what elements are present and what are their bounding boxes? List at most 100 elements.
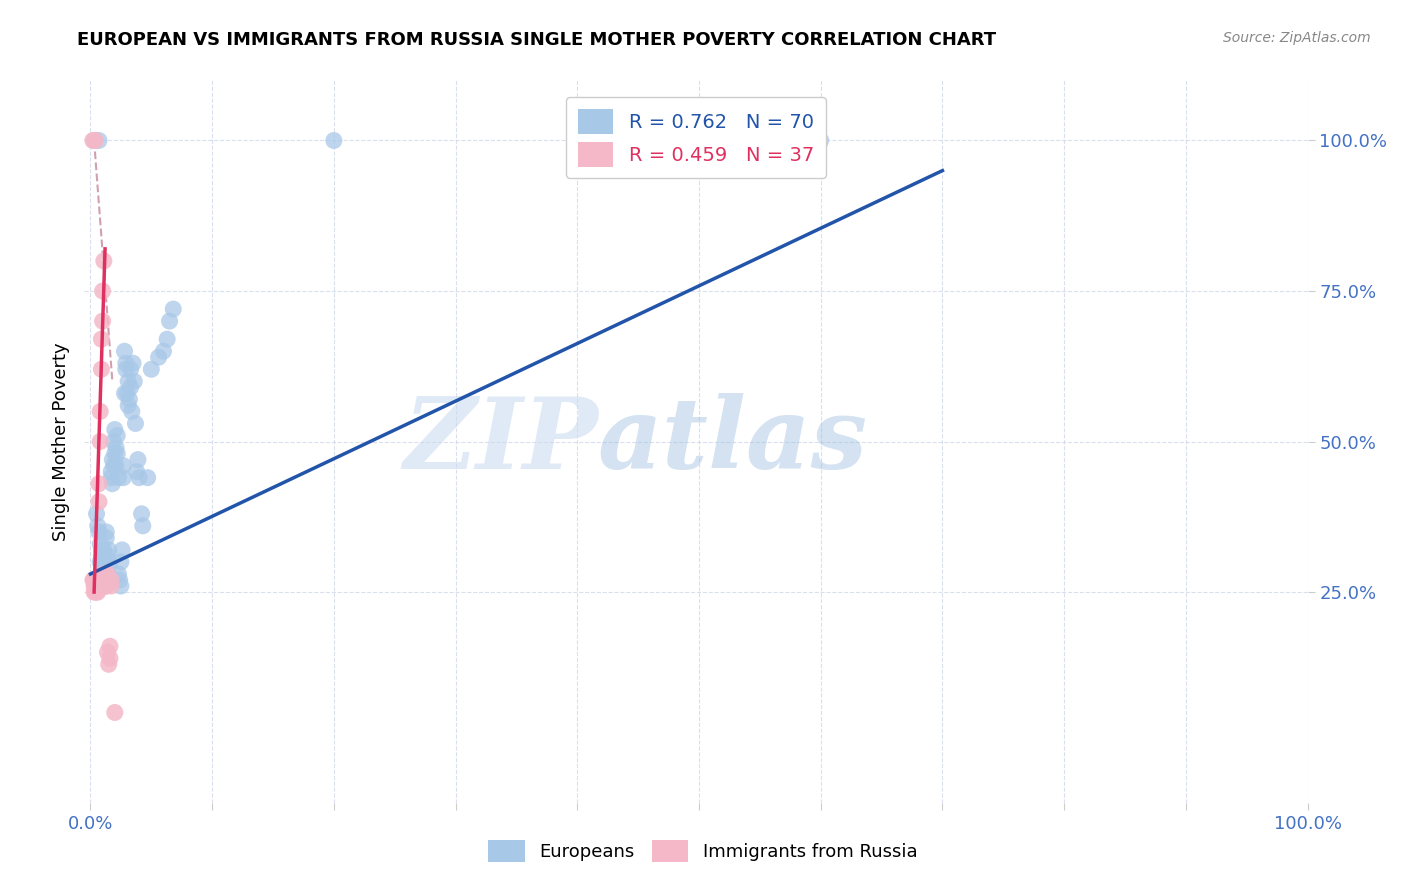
Legend: R = 0.762   N = 70, R = 0.459   N = 37: R = 0.762 N = 70, R = 0.459 N = 37 bbox=[567, 97, 825, 178]
Point bbox=[84, 585, 107, 599]
Point bbox=[131, 507, 153, 521]
Point bbox=[98, 555, 121, 569]
Point bbox=[100, 465, 122, 479]
Point bbox=[121, 404, 143, 418]
Point bbox=[91, 561, 114, 575]
Point bbox=[104, 706, 127, 720]
Point bbox=[110, 555, 132, 569]
Point bbox=[86, 585, 108, 599]
Point bbox=[107, 471, 129, 485]
Point bbox=[90, 332, 112, 346]
Legend: Europeans, Immigrants from Russia: Europeans, Immigrants from Russia bbox=[481, 833, 925, 870]
Point bbox=[89, 537, 111, 551]
Point bbox=[108, 573, 131, 587]
Point bbox=[87, 476, 110, 491]
Point bbox=[152, 344, 174, 359]
Point bbox=[91, 567, 114, 582]
Point bbox=[93, 253, 115, 268]
Point bbox=[96, 573, 118, 587]
Point bbox=[132, 519, 155, 533]
Point bbox=[111, 542, 134, 557]
Text: ZIP: ZIP bbox=[404, 393, 598, 490]
Point bbox=[93, 567, 115, 582]
Point bbox=[86, 573, 108, 587]
Point bbox=[114, 356, 136, 370]
Point bbox=[110, 579, 132, 593]
Point bbox=[148, 350, 170, 364]
Point bbox=[112, 471, 135, 485]
Point bbox=[114, 362, 136, 376]
Point bbox=[83, 133, 105, 147]
Point bbox=[105, 458, 128, 473]
Text: atlas: atlas bbox=[598, 393, 868, 490]
Point bbox=[105, 441, 128, 455]
Point bbox=[104, 423, 127, 437]
Point bbox=[87, 579, 110, 593]
Point bbox=[122, 356, 145, 370]
Point bbox=[322, 133, 344, 147]
Point bbox=[159, 314, 181, 328]
Point bbox=[96, 549, 118, 563]
Point bbox=[117, 375, 139, 389]
Point bbox=[97, 657, 120, 672]
Point bbox=[122, 375, 145, 389]
Point bbox=[87, 133, 110, 147]
Point bbox=[97, 567, 120, 582]
Point bbox=[90, 362, 112, 376]
Point bbox=[97, 542, 120, 557]
Point bbox=[810, 133, 832, 147]
Point bbox=[90, 542, 112, 557]
Point bbox=[162, 301, 184, 317]
Point bbox=[100, 573, 122, 587]
Text: EUROPEAN VS IMMIGRANTS FROM RUSSIA SINGLE MOTHER POVERTY CORRELATION CHART: EUROPEAN VS IMMIGRANTS FROM RUSSIA SINGL… bbox=[77, 31, 997, 49]
Point bbox=[114, 344, 136, 359]
Text: Source: ZipAtlas.com: Source: ZipAtlas.com bbox=[1223, 31, 1371, 45]
Point bbox=[87, 585, 110, 599]
Point bbox=[83, 573, 105, 587]
Point bbox=[156, 332, 179, 346]
Point bbox=[87, 579, 110, 593]
Point bbox=[100, 471, 122, 485]
Point bbox=[89, 555, 111, 569]
Point bbox=[120, 362, 142, 376]
Point bbox=[86, 507, 108, 521]
Point bbox=[83, 585, 105, 599]
Point bbox=[125, 465, 148, 479]
Point bbox=[101, 452, 124, 467]
Point bbox=[105, 428, 128, 442]
Point bbox=[89, 434, 111, 449]
Point bbox=[98, 651, 121, 665]
Point bbox=[93, 555, 115, 569]
Point bbox=[124, 417, 146, 431]
Y-axis label: Single Mother Poverty: Single Mother Poverty bbox=[52, 343, 70, 541]
Point bbox=[101, 476, 124, 491]
Point bbox=[87, 519, 110, 533]
Point bbox=[141, 362, 163, 376]
Point bbox=[90, 549, 112, 563]
Point bbox=[100, 579, 122, 593]
Point bbox=[94, 573, 117, 587]
Point bbox=[128, 471, 150, 485]
Point bbox=[89, 404, 111, 418]
Point bbox=[82, 573, 104, 587]
Point bbox=[96, 531, 118, 545]
Point bbox=[84, 133, 107, 147]
Point bbox=[118, 392, 141, 407]
Point bbox=[117, 398, 139, 412]
Point bbox=[96, 645, 118, 659]
Point bbox=[94, 573, 117, 587]
Point bbox=[115, 386, 138, 401]
Point bbox=[91, 314, 114, 328]
Point bbox=[93, 542, 115, 557]
Point bbox=[84, 579, 107, 593]
Point bbox=[127, 452, 149, 467]
Point bbox=[103, 458, 125, 473]
Point bbox=[107, 567, 129, 582]
Point bbox=[94, 579, 117, 593]
Point bbox=[96, 524, 118, 539]
Point bbox=[96, 579, 118, 593]
Point bbox=[87, 494, 110, 508]
Point bbox=[96, 567, 118, 582]
Point bbox=[112, 458, 135, 473]
Point bbox=[86, 573, 108, 587]
